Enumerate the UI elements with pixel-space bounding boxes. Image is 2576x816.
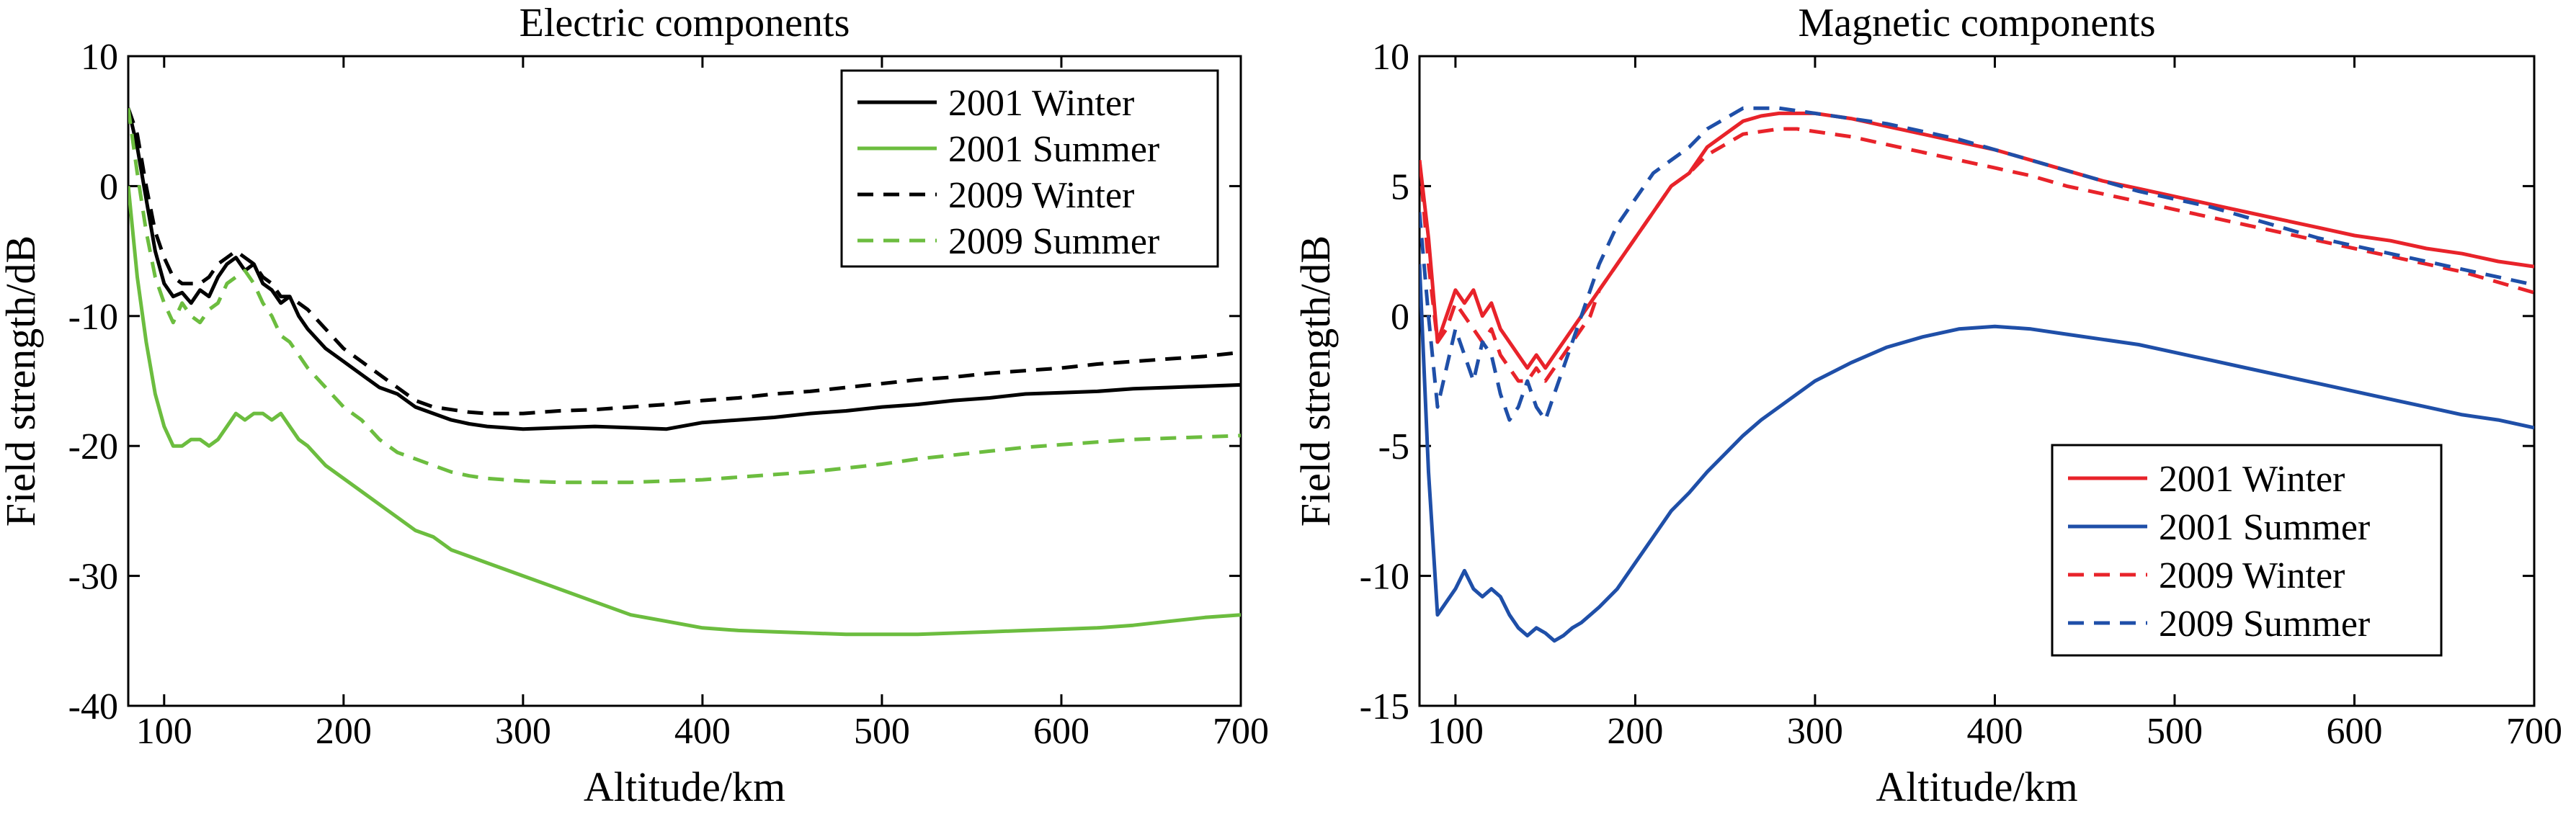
- y-tick-label: 0: [99, 166, 118, 207]
- legend-label: 2001 Winter: [948, 83, 1134, 124]
- y-tick-label: -5: [1378, 426, 1409, 467]
- x-tick-label: 100: [1427, 711, 1484, 752]
- x-axis-label: Altitude/km: [1876, 763, 2077, 810]
- y-tick-label: 10: [81, 37, 118, 78]
- plot-frame: [1418, 55, 2536, 707]
- y-tick-label: -10: [1360, 557, 1409, 598]
- x-tick-label: 300: [495, 711, 551, 752]
- x-axis-label: Altitude/km: [584, 763, 785, 810]
- y-axis-label: Field strength/dB: [1292, 236, 1339, 526]
- y-tick-label: -10: [68, 297, 118, 338]
- x-tick-label: 700: [2506, 711, 2562, 752]
- legend-label: 2009 Summer: [948, 221, 1159, 262]
- x-tick-label: 100: [136, 711, 192, 752]
- x-tick-label: 500: [854, 711, 910, 752]
- y-tick-label: -30: [68, 557, 118, 598]
- x-tick-label: 400: [674, 711, 731, 752]
- legend-label: 2001 Summer: [948, 129, 1159, 170]
- legend-label: 2009 Winter: [948, 175, 1134, 216]
- series-group: [1420, 106, 2534, 643]
- legend-label: 2009 Winter: [2159, 555, 2345, 596]
- chart-title: Magnetic components: [1798, 1, 2155, 45]
- y-tick-label: -20: [68, 426, 118, 467]
- y-tick-label: 10: [1372, 37, 1409, 78]
- series-line-1: [1420, 264, 2534, 643]
- x-tick-label: 600: [2326, 711, 2382, 752]
- series-line-0: [128, 107, 1241, 431]
- series-line-2: [128, 107, 1241, 416]
- x-tick-label: 400: [1966, 711, 2023, 752]
- series-group: [128, 107, 1241, 637]
- plot-frame: [127, 55, 1242, 707]
- y-tick-label: 5: [1391, 166, 1409, 207]
- x-tick-label: 300: [1787, 711, 1843, 752]
- series-line-0: [1420, 111, 2534, 370]
- chart-title: Electric components: [520, 1, 850, 45]
- y-tick-label: -40: [68, 686, 118, 727]
- series-line-3: [128, 107, 1241, 485]
- y-axis-label: Field strength/dB: [0, 236, 44, 526]
- legend: 2001 Winter 2001 Summer 2009 Winter 2009 Su…: [840, 69, 1219, 268]
- legend-label: 2001 Summer: [2159, 507, 2370, 548]
- x-tick-label: 700: [1213, 711, 1269, 752]
- x-tick-label: 500: [2147, 711, 2203, 752]
- y-tick-label: 0: [1391, 297, 1409, 338]
- x-tick-label: 200: [1607, 711, 1663, 752]
- series-line-3: [1420, 106, 2534, 422]
- legend-box: [2051, 444, 2443, 657]
- legend: 2001 Winter 2001 Summer 2009 Winter 2009 Su…: [2051, 444, 2443, 657]
- legend-label: 2001 Winter: [2159, 459, 2345, 500]
- y-tick-label: -15: [1360, 686, 1409, 727]
- legend-label: 2009 Summer: [2159, 604, 2370, 645]
- x-tick-label: 200: [316, 711, 372, 752]
- x-tick-label: 600: [1033, 711, 1089, 752]
- series-line-1: [128, 186, 1241, 637]
- series-line-2: [1420, 127, 2534, 383]
